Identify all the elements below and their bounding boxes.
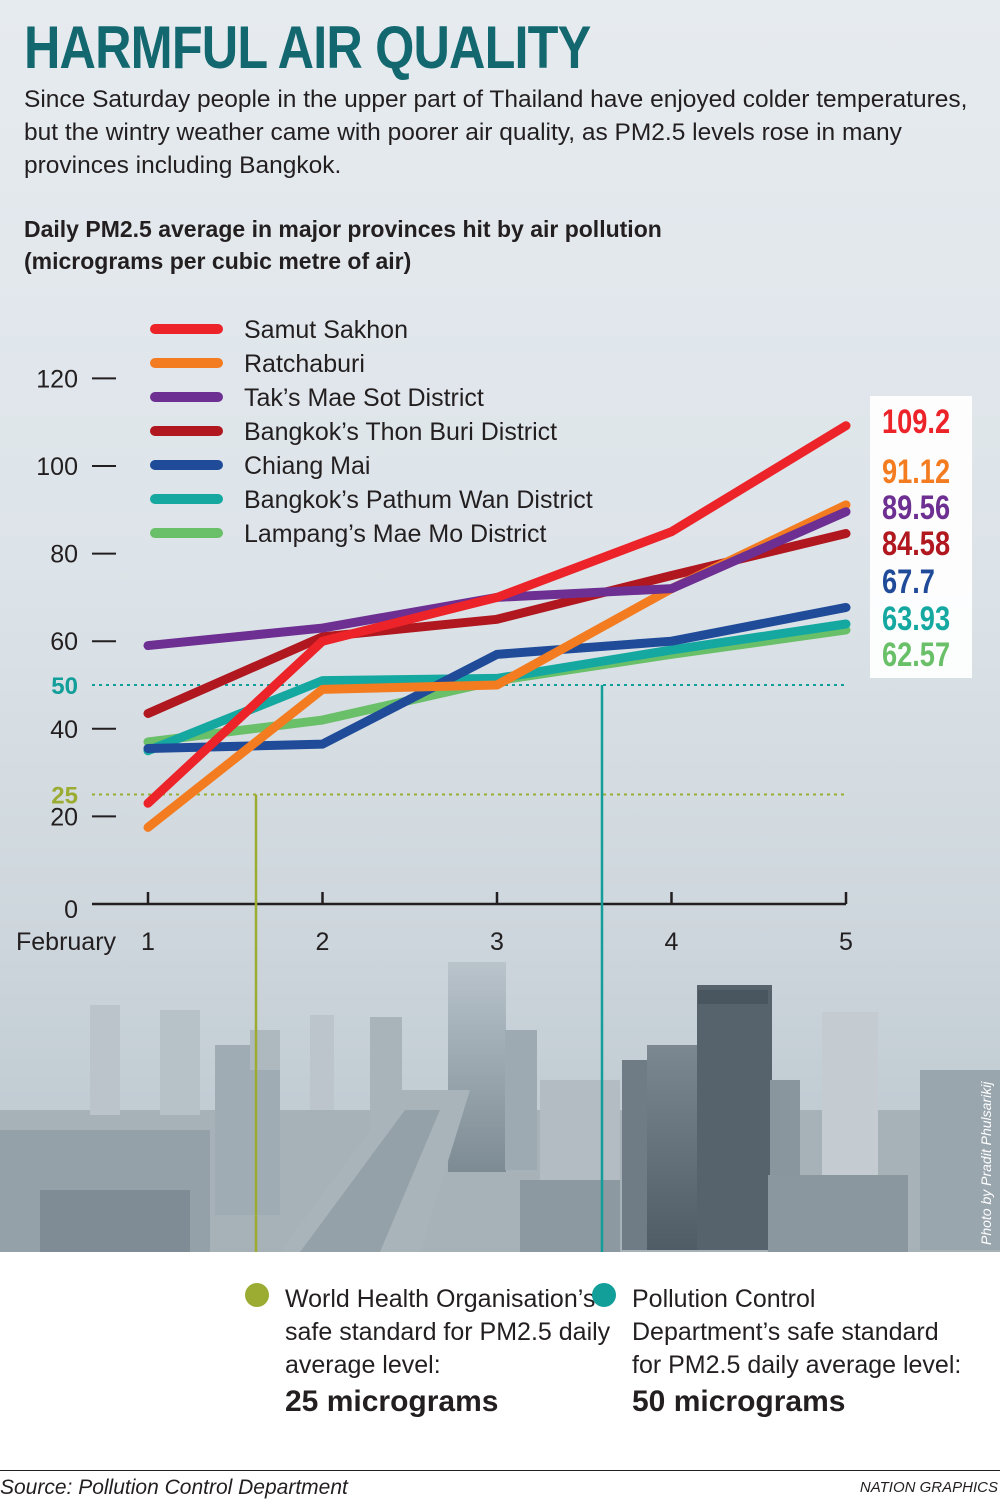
- legend-entry: Tak’s Mae Sot District: [244, 384, 484, 412]
- x-axis-label: February: [16, 928, 117, 956]
- y-tick-label: 60: [50, 628, 78, 656]
- end-value-label: 63.93: [882, 600, 951, 638]
- y-tick-label: 0: [64, 896, 78, 924]
- chart-title-block: Daily PM2.5 average in major provinces h…: [24, 213, 662, 277]
- source-line: Source: Pollution Control Department: [0, 1476, 348, 1499]
- who-standard-note: World Health Organisation’s safe standar…: [245, 1283, 615, 1422]
- headline: HARMFUL AIR QUALITY: [24, 14, 591, 81]
- footer-divider: [0, 1470, 1000, 1471]
- legend-entry: Chiang Mai: [244, 452, 370, 480]
- x-tick-label: 3: [490, 928, 504, 956]
- x-tick-label: 2: [316, 928, 330, 956]
- legend-entry: Samut Sakhon: [244, 316, 408, 344]
- city-skyline-photo: [0, 962, 1000, 1252]
- graphics-credit: NATION GRAPHICS: [859, 1479, 998, 1496]
- chart-title: Daily PM2.5 average in major provinces h…: [24, 216, 662, 242]
- pcd-standard-note: Pollution Control Department’s safe stan…: [592, 1283, 962, 1422]
- end-value-label: 67.7: [882, 563, 935, 601]
- end-value-label: 109.2: [882, 403, 951, 441]
- chart-subtitle: (micrograms per cubic metre of air): [24, 248, 412, 274]
- who-marker-dot: [245, 1283, 269, 1307]
- series-line: [143, 421, 851, 808]
- y-tick-label: 80: [50, 541, 78, 569]
- x-tick-label: 4: [665, 928, 679, 956]
- photo-credit: Photo by Pradit Phulsarikij: [978, 1081, 994, 1245]
- reference-label-50: 50: [51, 673, 78, 700]
- legend-entry: Bangkok’s Pathum Wan District: [244, 486, 593, 514]
- end-value-label: 89.56: [882, 489, 951, 527]
- who-standard-value: 25 micrograms: [285, 1385, 499, 1418]
- y-tick-label: 100: [36, 453, 78, 481]
- x-tick-label: 1: [141, 928, 155, 956]
- legend-entry: Bangkok’s Thon Buri District: [244, 418, 557, 446]
- who-standard-text: World Health Organisation’s safe standar…: [285, 1285, 611, 1379]
- end-value-label: 84.58: [882, 525, 951, 563]
- y-tick-label: 120: [36, 365, 78, 393]
- legend-entry: Lampang’s Mae Mo District: [244, 520, 546, 548]
- series-line: [143, 602, 851, 754]
- series-line: [143, 619, 851, 756]
- end-value-labels-panel: [870, 396, 972, 678]
- end-value-label: 91.12: [882, 453, 951, 491]
- intro-paragraph: Since Saturday people in the upper part …: [24, 86, 968, 179]
- pcd-standard-value: 50 micrograms: [632, 1385, 846, 1418]
- pcd-standard-text: Pollution Control Department’s safe stan…: [632, 1285, 962, 1379]
- legend-entry: Ratchaburi: [244, 350, 365, 378]
- y-tick-label: 20: [50, 803, 78, 831]
- pm25-line-chart: 0 1 2 3 4 5 February 20 40 60 80 100 120 50 25 Samut Sa…: [16, 316, 853, 1252]
- x-tick-label: 5: [839, 928, 853, 956]
- y-tick-label: 40: [50, 716, 78, 744]
- end-value-label: 62.57: [882, 636, 951, 674]
- pcd-marker-dot: [592, 1283, 616, 1307]
- reference-label-25: 25: [51, 783, 78, 810]
